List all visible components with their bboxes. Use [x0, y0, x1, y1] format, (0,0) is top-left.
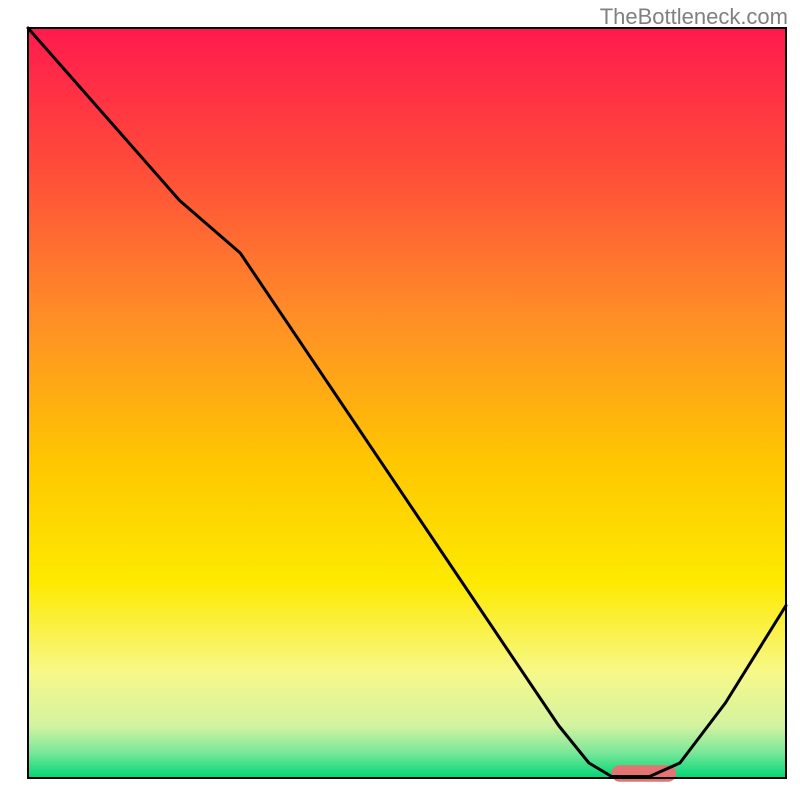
watermark-text: TheBottleneck.com — [600, 4, 788, 30]
chart-container: TheBottleneck.com — [0, 0, 800, 800]
chart-background — [28, 28, 786, 778]
bottleneck-chart — [0, 0, 800, 800]
